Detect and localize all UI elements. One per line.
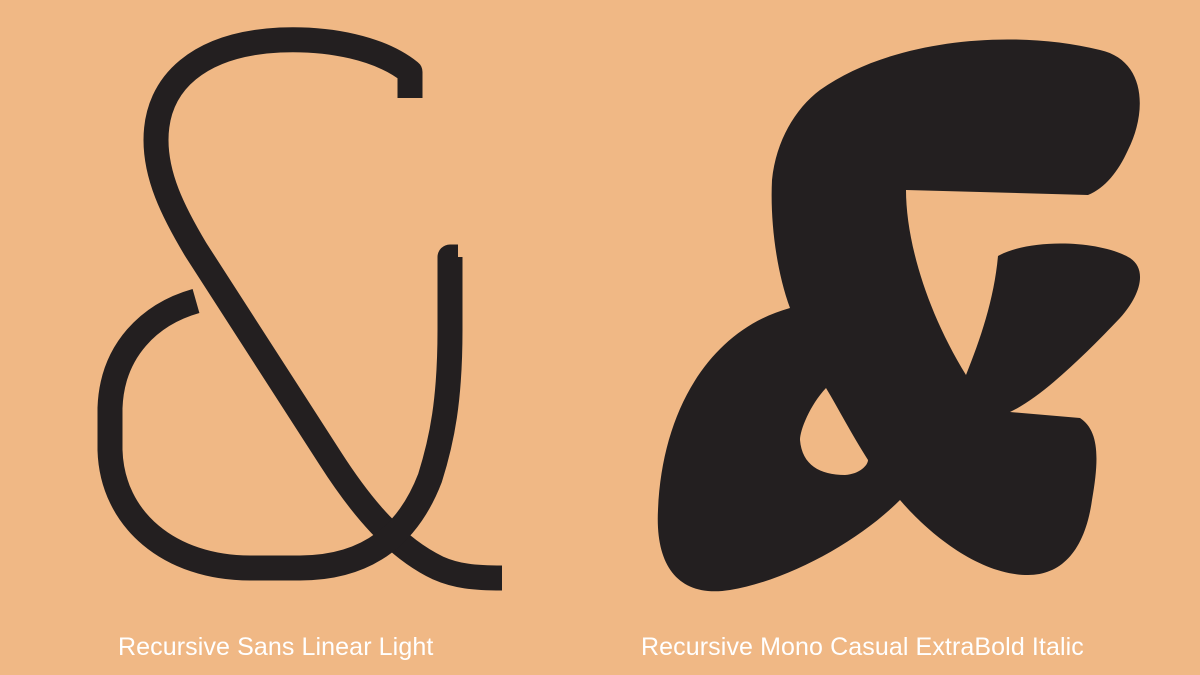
specimen-mono-casual-extrabold-italic: Recursive Mono Casual ExtraBold Italic bbox=[600, 0, 1200, 675]
ampersand-light-glyph bbox=[97, 27, 503, 591]
font-name-caption: Recursive Mono Casual ExtraBold Italic bbox=[641, 633, 1084, 661]
font-name-caption: Recursive Sans Linear Light bbox=[118, 633, 434, 661]
specimen-sans-linear-light: Recursive Sans Linear Light bbox=[97, 27, 503, 661]
ampersand-extrabold-shape bbox=[657, 39, 1141, 592]
ampersand-extrabold-glyph bbox=[657, 39, 1141, 592]
